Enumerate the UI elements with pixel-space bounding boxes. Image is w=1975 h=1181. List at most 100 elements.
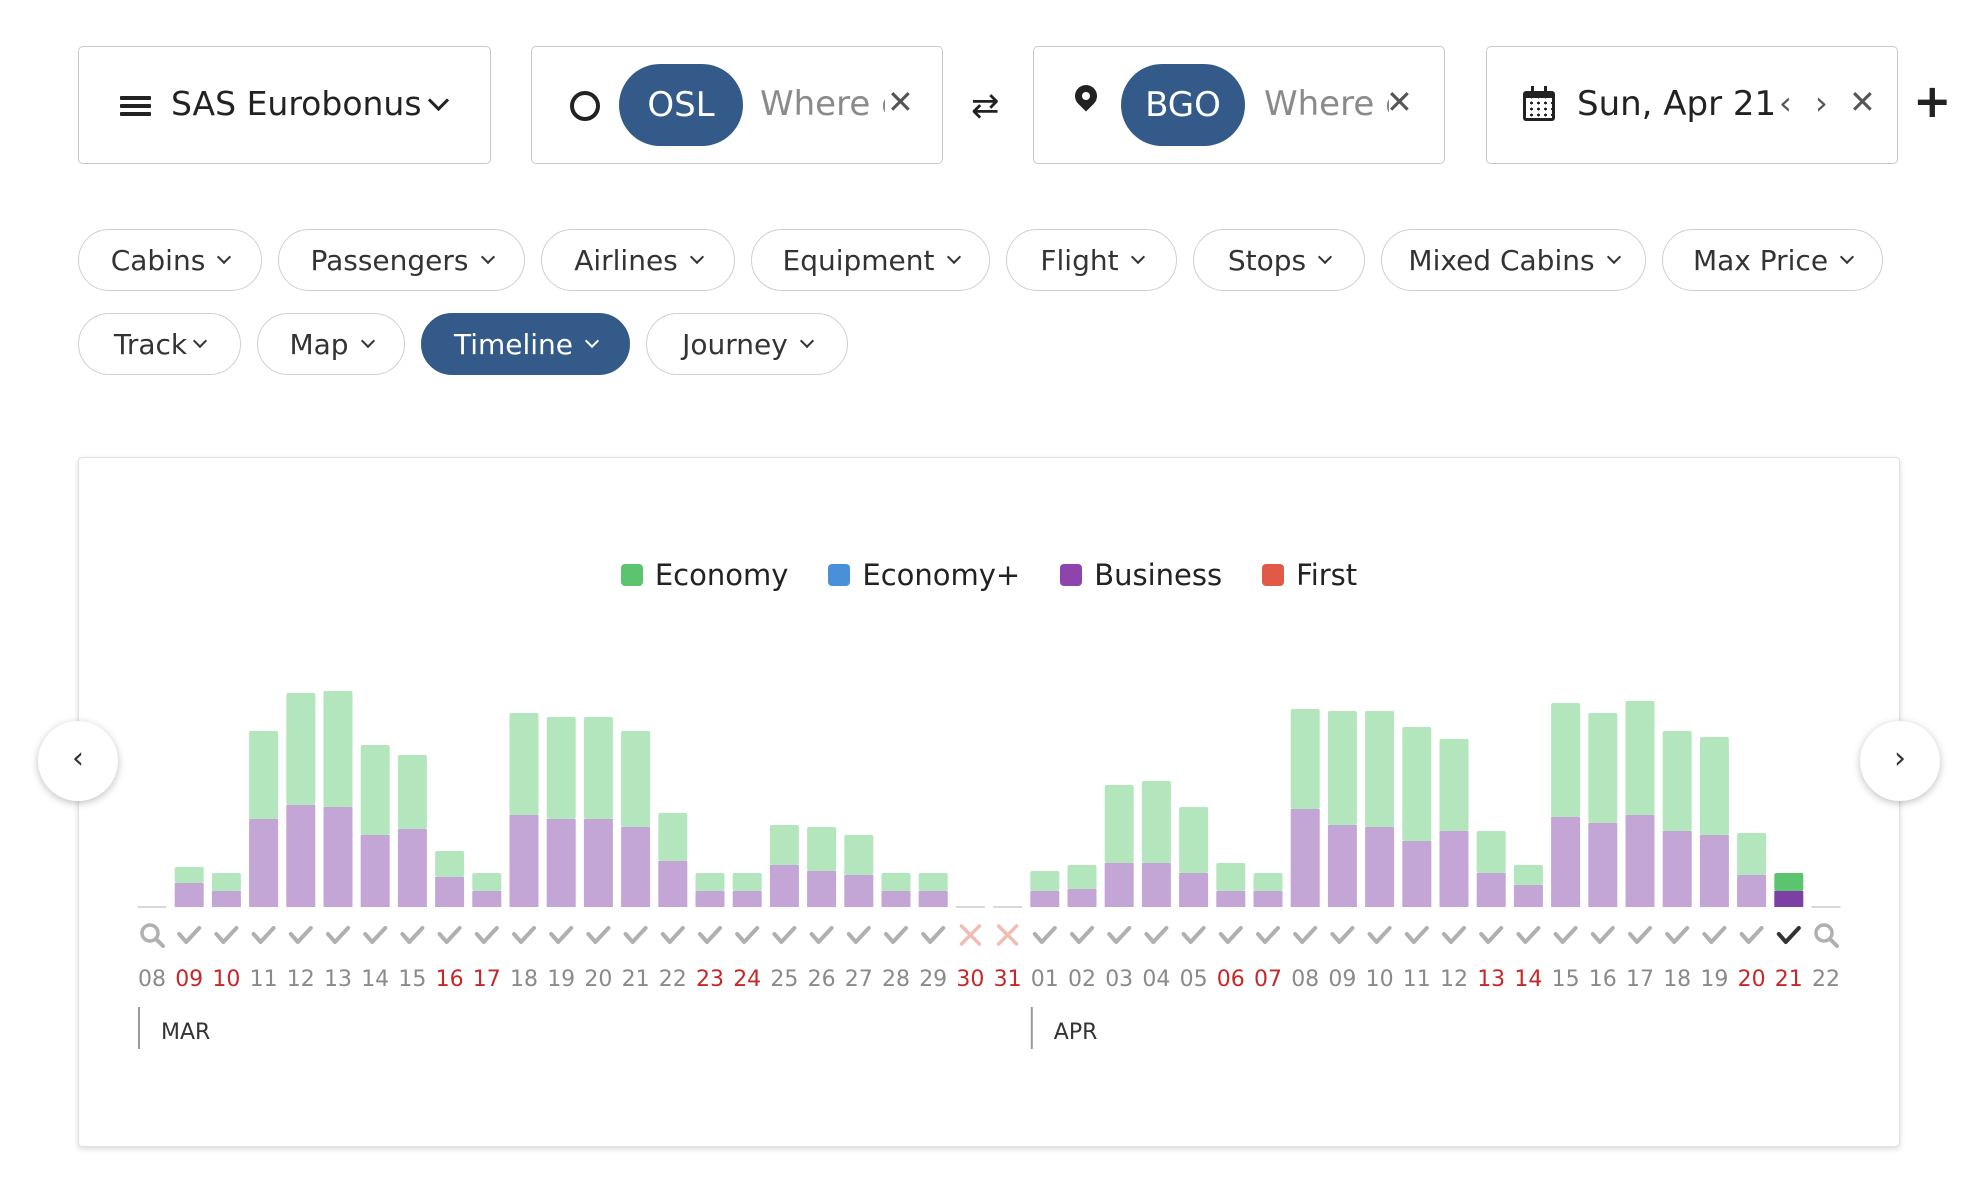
check-icon[interactable]	[1702, 926, 1727, 944]
date-tick-label[interactable]: 06	[1217, 967, 1245, 992]
business-bar[interactable]	[1737, 875, 1767, 907]
filter-mixed-cabins[interactable]: Mixed Cabins	[1381, 229, 1646, 291]
business-bar[interactable]	[1513, 885, 1543, 907]
economy-bar[interactable]	[769, 825, 799, 865]
date-tick-label[interactable]: 12	[287, 967, 315, 992]
economy-bar[interactable]	[360, 745, 390, 835]
economy-bar[interactable]	[1699, 737, 1729, 835]
check-icon[interactable]	[1442, 926, 1466, 944]
date-tick-label[interactable]: 09	[175, 967, 203, 992]
economy-bar[interactable]	[1402, 727, 1432, 841]
economy-bar[interactable]	[844, 835, 874, 875]
economy-bar[interactable]	[1216, 863, 1246, 891]
filter-passengers[interactable]: Passengers	[278, 229, 525, 291]
business-bar[interactable]	[1327, 825, 1357, 907]
check-icon[interactable]	[1144, 926, 1169, 944]
filter-airlines[interactable]: Airlines	[541, 229, 735, 291]
economy-bar[interactable]	[1551, 703, 1581, 817]
date-tick-label[interactable]: 09	[1328, 967, 1356, 992]
view-journey[interactable]: Journey	[646, 313, 848, 375]
business-bar[interactable]	[1253, 891, 1283, 907]
legend-business[interactable]: Business	[1060, 558, 1222, 592]
economy-bar[interactable]	[695, 873, 725, 891]
check-icon[interactable]	[1293, 926, 1318, 944]
check-icon[interactable]	[1776, 926, 1801, 944]
business-bar[interactable]	[732, 891, 762, 907]
economy-bar[interactable]	[881, 873, 911, 891]
date-tick-label[interactable]: 16	[436, 967, 464, 992]
date-tick-label[interactable]: 27	[845, 967, 873, 992]
check-icon[interactable]	[1628, 926, 1652, 944]
business-bar[interactable]	[397, 829, 427, 907]
check-icon[interactable]	[1516, 926, 1541, 944]
business-bar[interactable]	[286, 805, 316, 907]
swap-icon[interactable]: ⇄	[971, 86, 1000, 126]
close-icon[interactable]: ✕	[1849, 83, 1876, 121]
economy-bar[interactable]	[1774, 873, 1804, 891]
check-icon[interactable]	[437, 926, 462, 944]
date-tick-label[interactable]: 08	[138, 967, 166, 992]
prev-range-button[interactable]: ‹	[38, 721, 118, 801]
check-icon[interactable]	[735, 926, 760, 944]
date-field[interactable]: Sun, Apr 21 ‹ › ✕	[1486, 46, 1898, 164]
economy-bar[interactable]	[1513, 865, 1543, 885]
business-bar[interactable]	[769, 865, 799, 907]
check-icon[interactable]	[1404, 926, 1429, 944]
check-icon[interactable]	[400, 926, 425, 944]
search-icon[interactable]	[140, 923, 160, 943]
economy-bar[interactable]	[211, 873, 241, 891]
check-icon[interactable]	[177, 926, 202, 944]
economy-bar[interactable]	[918, 873, 948, 891]
check-icon[interactable]	[1590, 926, 1615, 944]
filter-equipment[interactable]: Equipment	[751, 229, 990, 291]
filter-flight[interactable]: Flight	[1006, 229, 1177, 291]
business-bar[interactable]	[1625, 815, 1655, 907]
date-tick-label[interactable]: 17	[1626, 967, 1654, 992]
date-tick-label[interactable]: 05	[1180, 967, 1208, 992]
check-icon[interactable]	[1181, 926, 1206, 944]
economy-bar[interactable]	[249, 731, 279, 819]
business-bar[interactable]	[1439, 831, 1469, 907]
date-tick-label[interactable]: 04	[1142, 967, 1170, 992]
legend-first[interactable]: First	[1262, 558, 1357, 592]
check-icon[interactable]	[1032, 926, 1057, 944]
economy-bar[interactable]	[397, 755, 427, 829]
economy-bar[interactable]	[323, 691, 353, 807]
legend-economy[interactable]: Economy	[620, 558, 788, 592]
check-icon[interactable]	[1218, 926, 1243, 944]
business-bar[interactable]	[249, 819, 279, 907]
business-bar[interactable]	[1476, 873, 1506, 907]
economy-bar[interactable]	[174, 867, 204, 883]
date-tick-label[interactable]: 13	[324, 967, 352, 992]
check-icon[interactable]	[1330, 926, 1355, 944]
date-tick-label[interactable]: 02	[1068, 967, 1096, 992]
filter-stops[interactable]: Stops	[1193, 229, 1365, 291]
check-icon[interactable]	[1553, 926, 1578, 944]
check-icon[interactable]	[586, 926, 611, 944]
date-tick-label[interactable]: 12	[1440, 967, 1468, 992]
date-tick-label[interactable]: 20	[584, 967, 612, 992]
business-bar[interactable]	[1067, 889, 1097, 907]
destination-input[interactable]: Where else?	[1264, 84, 1389, 124]
business-bar[interactable]	[695, 891, 725, 907]
date-tick-label[interactable]: 21	[1775, 967, 1803, 992]
check-icon[interactable]	[512, 926, 536, 944]
check-icon[interactable]	[1070, 926, 1094, 944]
check-icon[interactable]	[1367, 926, 1392, 944]
check-icon[interactable]	[288, 926, 313, 944]
business-bar[interactable]	[1588, 823, 1618, 907]
check-icon[interactable]	[363, 926, 388, 944]
origin-input[interactable]: Where else?	[760, 84, 885, 124]
economy-bar[interactable]	[807, 827, 837, 871]
check-icon[interactable]	[1739, 926, 1764, 944]
filter-cabins[interactable]: Cabins	[78, 229, 262, 291]
economy-bar[interactable]	[732, 873, 762, 891]
business-bar[interactable]	[1104, 863, 1134, 907]
check-icon[interactable]	[623, 926, 648, 944]
business-bar[interactable]	[509, 815, 539, 907]
date-tick-label[interactable]: 18	[510, 967, 538, 992]
program-selector[interactable]: SAS Eurobonus	[78, 46, 491, 164]
date-tick-label[interactable]: 22	[1812, 967, 1840, 992]
business-bar[interactable]	[1774, 891, 1804, 907]
business-bar[interactable]	[881, 891, 911, 907]
